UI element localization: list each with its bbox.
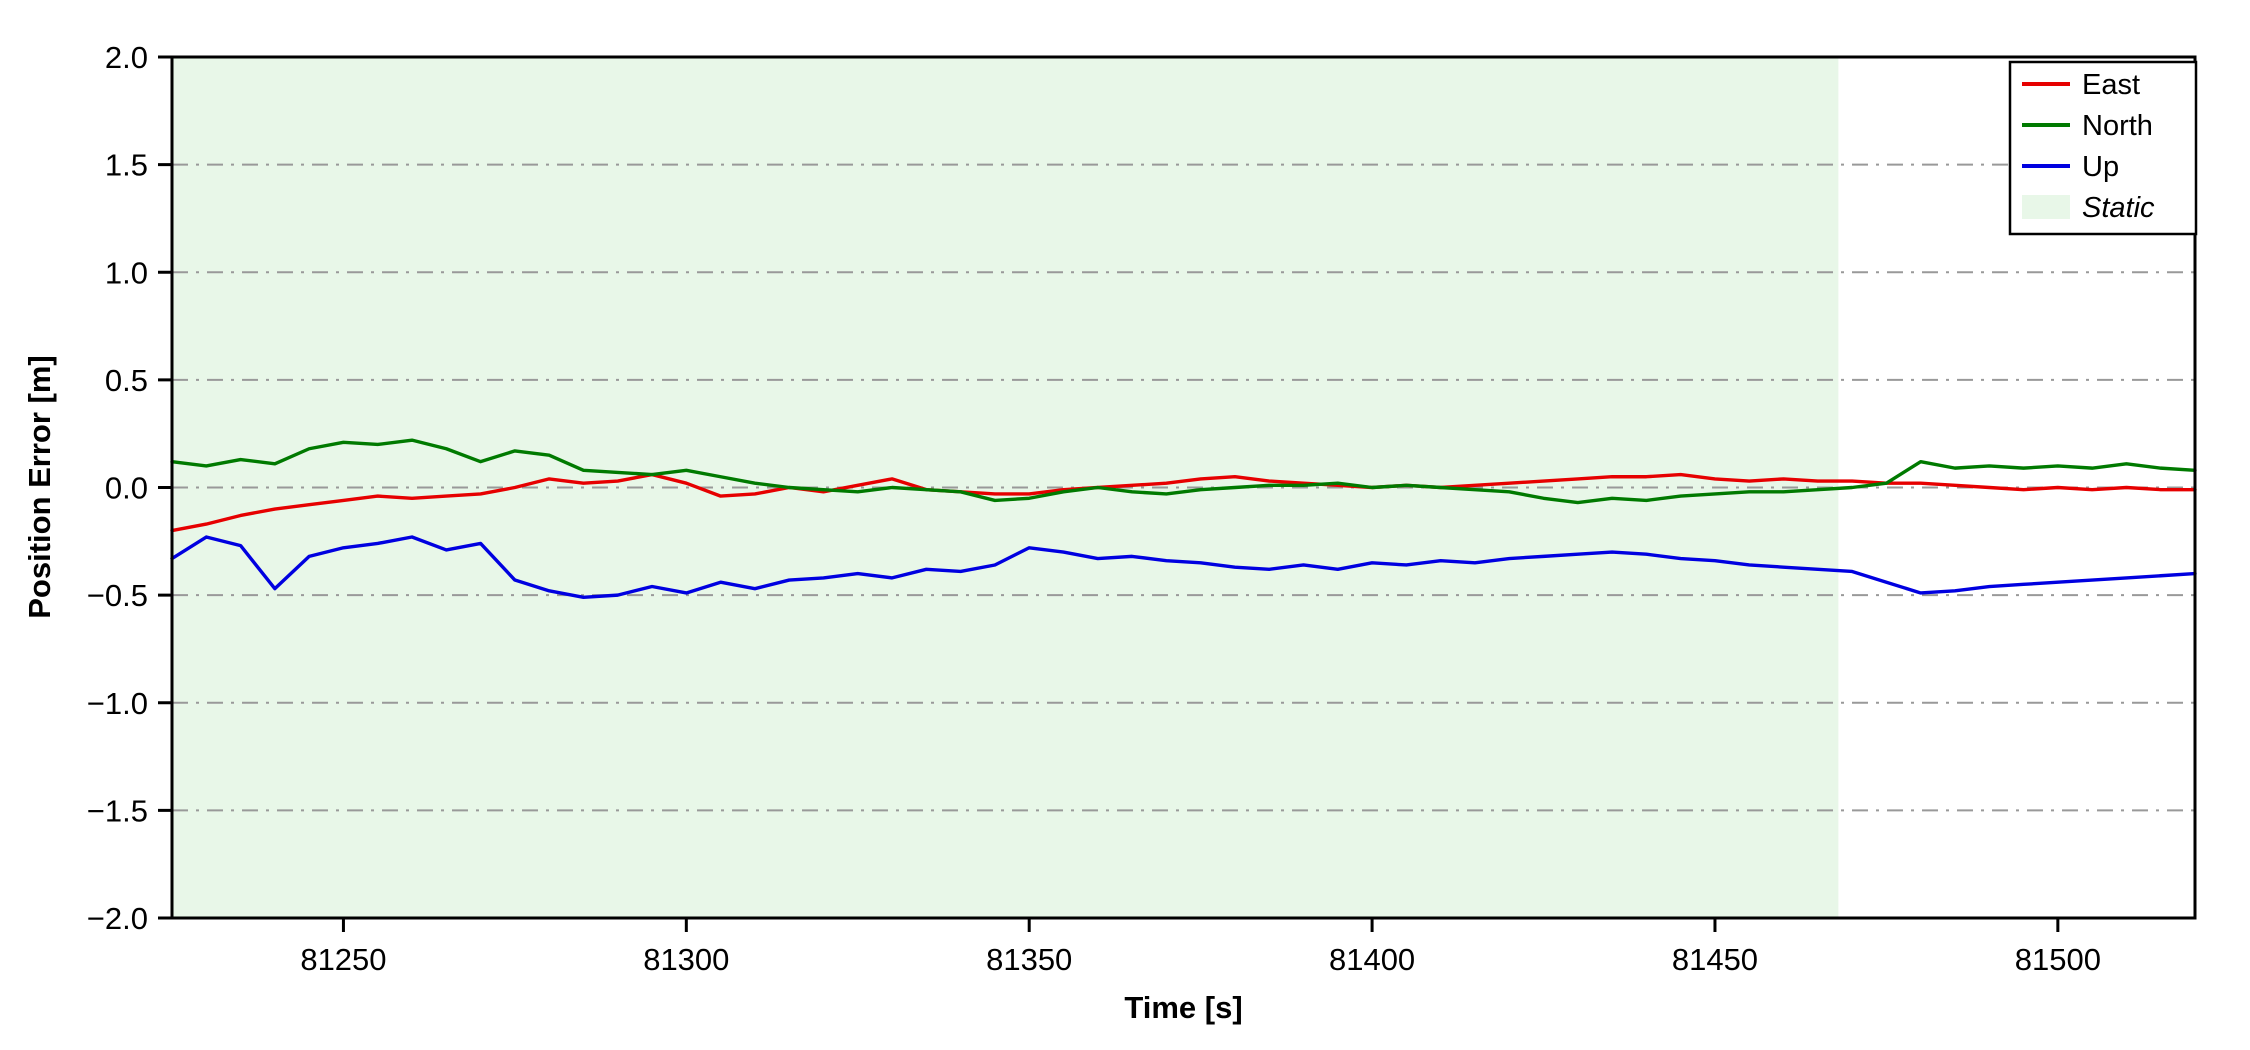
y-tick-label: −1.5 — [87, 793, 148, 828]
plot-frame — [170, 55, 2197, 920]
y-tick-label: 2.0 — [105, 40, 148, 75]
y-tick-label: 0.0 — [105, 471, 148, 506]
series-north-line — [170, 438, 2197, 505]
x-tick-label: 81450 — [1672, 942, 1758, 977]
y-tick-label: 0.5 — [105, 363, 148, 398]
static-region — [172, 57, 1839, 918]
legend-swatch-static — [2022, 195, 2070, 219]
legend-label-north: North — [2082, 110, 2153, 142]
legend-label-static: Static — [2082, 192, 2155, 224]
x-tick-label: 81500 — [2015, 942, 2101, 977]
x-tick-label: 81350 — [986, 942, 1072, 977]
x-tick-label: 81250 — [300, 942, 386, 977]
series-east-line — [170, 472, 2197, 533]
y-axis-label: Position Error [m] — [22, 355, 57, 619]
y-tick-label: −2.0 — [87, 901, 148, 936]
legend-label-up: Up — [2082, 151, 2119, 183]
legend-label-east: East — [2082, 69, 2140, 101]
y-tick-label: 1.5 — [105, 148, 148, 183]
x-axis-label: Time [s] — [1124, 990, 1243, 1025]
y-tick-label: −1.0 — [87, 686, 148, 721]
y-tick-label: −0.5 — [87, 578, 148, 613]
series-up-line — [170, 535, 2197, 599]
x-tick-label: 81400 — [1329, 942, 1415, 977]
y-tick-label: 1.0 — [105, 255, 148, 290]
x-tick-label: 81300 — [643, 942, 729, 977]
